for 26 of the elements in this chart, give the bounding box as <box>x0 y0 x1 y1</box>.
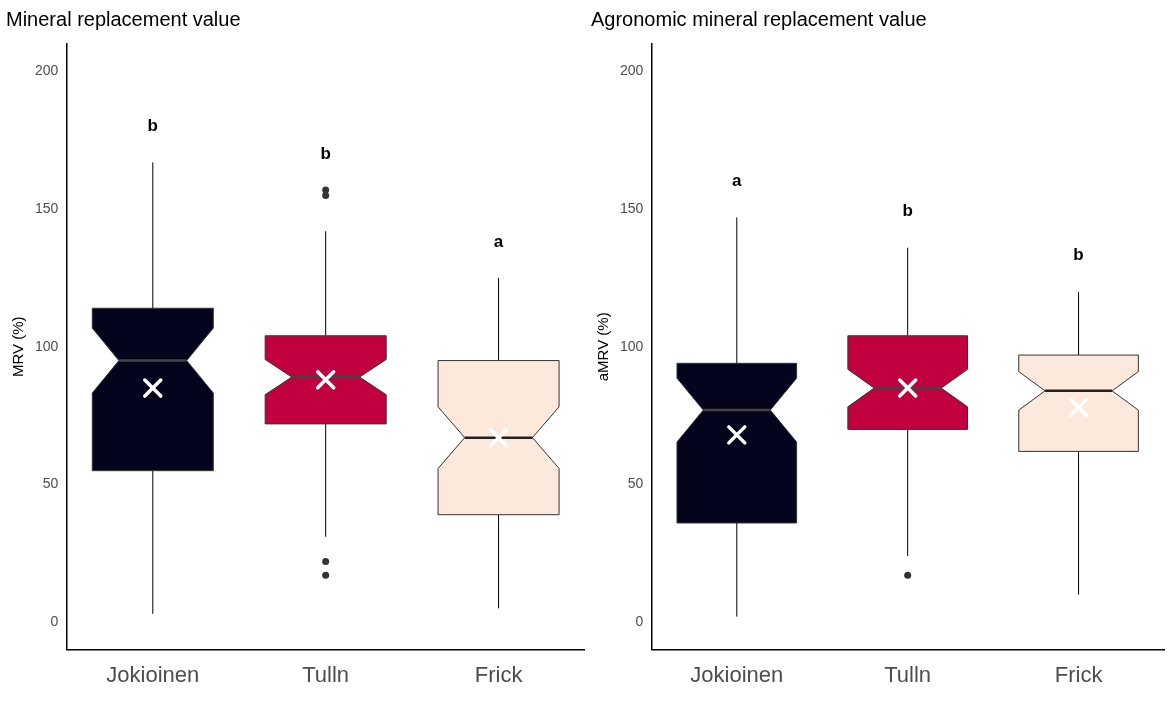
annotation: a <box>732 171 743 191</box>
chart-title: Agronomic mineral replacement value <box>591 7 927 30</box>
annotation: b <box>320 143 331 163</box>
x-tick-label: Jokioinen <box>106 661 200 687</box>
annotation: a <box>493 231 504 251</box>
x-tick-label: Frick <box>474 661 524 687</box>
y-tick-label: 200 <box>35 62 59 79</box>
y-tick-label: 0 <box>50 612 59 629</box>
y-tick-label: 200 <box>620 62 644 79</box>
y-axis-title: aMRV (%) <box>594 312 612 382</box>
annotation: b <box>147 116 158 136</box>
y-tick-label: 0 <box>635 612 644 629</box>
annotation: b <box>902 201 913 221</box>
y-tick-label: 100 <box>35 337 59 354</box>
annotation: b <box>1073 245 1084 265</box>
y-tick-label: 50 <box>627 475 644 492</box>
x-tick-label: Tulln <box>302 661 350 687</box>
chart-title: Mineral replacement value <box>6 7 241 30</box>
y-tick-label: 50 <box>42 475 59 492</box>
y-tick-label: 150 <box>620 200 644 217</box>
y-tick-label: 100 <box>620 337 644 354</box>
x-tick-label: Frick <box>1054 661 1104 687</box>
y-tick-label: 150 <box>35 200 59 217</box>
x-tick-label: Tulln <box>884 661 932 687</box>
x-tick-label: Jokioinen <box>690 661 784 687</box>
y-axis-title: MRV (%) <box>9 316 27 378</box>
